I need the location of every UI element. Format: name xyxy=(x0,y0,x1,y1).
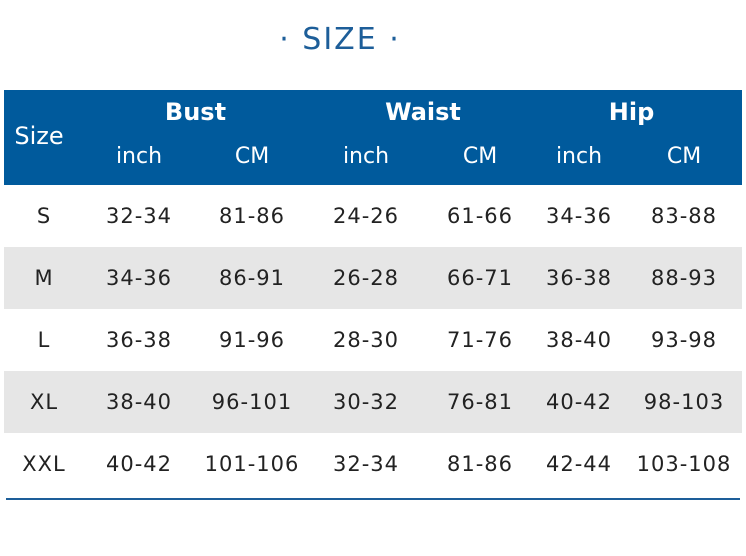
table-cell: L xyxy=(37,328,51,352)
size-header: Size xyxy=(14,122,64,150)
table-cell: 96-101 xyxy=(211,390,293,414)
table-row: S 32-34 81-86 24-26 61-66 34-36 83-88 xyxy=(4,185,742,247)
unit-header: inch xyxy=(342,144,390,169)
table-row: XL 38-40 96-101 30-32 76-81 40-42 98-103 xyxy=(4,371,742,433)
unit-header: CM xyxy=(234,144,270,169)
table-cell: 30-32 xyxy=(332,390,400,414)
table-cell: 36-38 xyxy=(545,266,613,290)
table-cell: 38-40 xyxy=(105,390,173,414)
table-cell: 86-91 xyxy=(218,266,286,290)
table-cell: 93-98 xyxy=(650,328,718,352)
unit-header: CM xyxy=(666,144,702,169)
table-header: Size Bust Waist Hip inch CM inch CM inch CM xyxy=(4,90,742,185)
table-cell: 32-34 xyxy=(105,204,173,228)
table-cell: S xyxy=(36,204,52,228)
table-row: L 36-38 91-96 28-30 71-76 38-40 93-98 xyxy=(4,309,742,371)
title: · SIZE · xyxy=(279,22,401,57)
table-cell: 26-28 xyxy=(332,266,400,290)
table-cell: 42-44 xyxy=(545,452,613,476)
table-cell: 91-96 xyxy=(218,328,286,352)
unit-header: inch xyxy=(115,144,163,169)
table-cell: 40-42 xyxy=(545,390,613,414)
table-cell: 32-34 xyxy=(332,452,400,476)
table-row: M 34-36 86-91 26-28 66-71 36-38 88-93 xyxy=(4,247,742,309)
table-cell: 71-76 xyxy=(446,328,514,352)
group-header: Hip xyxy=(608,98,655,126)
table-cell: 76-81 xyxy=(446,390,514,414)
table-cell: 101-106 xyxy=(204,452,300,476)
unit-header: inch xyxy=(555,144,603,169)
table-cell: 81-86 xyxy=(218,204,286,228)
unit-header: CM xyxy=(462,144,498,169)
table-row: XXL 40-42 101-106 32-34 81-86 42-44 103-108 xyxy=(4,433,742,495)
table-cell: 103-108 xyxy=(636,452,732,476)
table-cell: 61-66 xyxy=(446,204,514,228)
group-header: Waist xyxy=(385,98,461,126)
table-cell: 98-103 xyxy=(643,390,725,414)
table-cell: 88-93 xyxy=(650,266,718,290)
table-cell: XL xyxy=(29,390,59,414)
table-cell: 28-30 xyxy=(332,328,400,352)
table-cell: 36-38 xyxy=(105,328,173,352)
table-cell: 81-86 xyxy=(446,452,514,476)
table-cell: M xyxy=(34,266,54,290)
table-cell: 38-40 xyxy=(545,328,613,352)
table-cell: 66-71 xyxy=(446,266,514,290)
bottom-rule xyxy=(6,498,740,500)
table-cell: 83-88 xyxy=(650,204,718,228)
group-header: Bust xyxy=(164,98,227,126)
table-cell: 34-36 xyxy=(105,266,173,290)
table-cell: 24-26 xyxy=(332,204,400,228)
table-cell: 34-36 xyxy=(545,204,613,228)
table-cell: 40-42 xyxy=(105,452,173,476)
table-cell: XXL xyxy=(22,452,66,476)
